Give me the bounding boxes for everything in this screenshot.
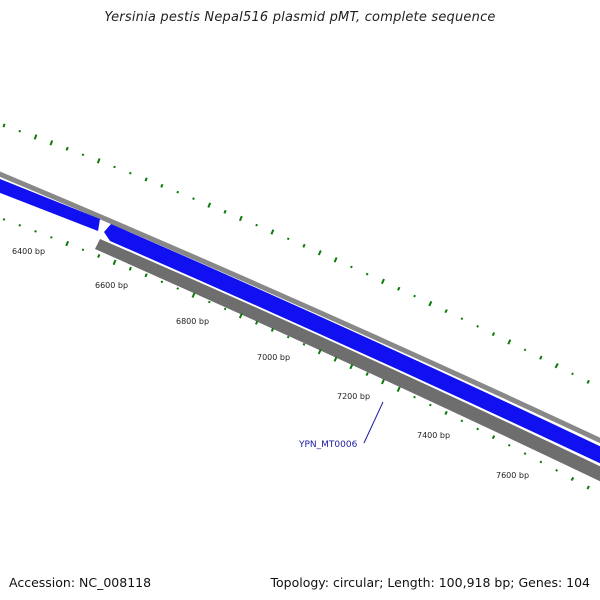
gc-tick bbox=[238, 313, 243, 319]
gc-tick bbox=[491, 435, 496, 440]
scale-label-6600: 6600 bp bbox=[95, 281, 128, 290]
gc-tick bbox=[571, 372, 574, 376]
gc-tick bbox=[144, 273, 148, 278]
gc-tick bbox=[192, 197, 195, 200]
gc-tick bbox=[65, 146, 69, 151]
scale-label-7000: 7000 bp bbox=[257, 353, 290, 362]
gc-tick bbox=[2, 218, 6, 221]
gc-tick bbox=[255, 223, 258, 227]
gc-tick bbox=[507, 443, 511, 447]
gc-tick bbox=[586, 379, 590, 384]
gc-tick bbox=[397, 286, 401, 291]
reverse-gene-segment[interactable] bbox=[95, 239, 600, 486]
gc-tick bbox=[286, 237, 290, 241]
gc-tick bbox=[223, 307, 227, 311]
gc-tick bbox=[270, 229, 275, 235]
gc-tick bbox=[317, 348, 322, 355]
gc-tick bbox=[428, 300, 433, 307]
scale-label-6400: 6400 bp bbox=[12, 247, 45, 256]
gc-tick bbox=[365, 372, 369, 377]
gc-tick bbox=[207, 300, 211, 304]
gc-tick bbox=[350, 265, 353, 269]
gc-tick bbox=[413, 294, 416, 298]
gc-tick bbox=[96, 158, 101, 164]
gc-tick bbox=[160, 280, 164, 284]
gc-tick bbox=[81, 248, 85, 252]
gc-tick bbox=[302, 343, 306, 346]
accession-label: Accession: NC_008118 bbox=[9, 575, 152, 590]
gc-tick bbox=[333, 356, 338, 362]
gc-tick bbox=[65, 240, 70, 247]
gc-tick bbox=[49, 140, 54, 146]
gc-tick bbox=[191, 292, 196, 298]
gc-tick bbox=[128, 266, 132, 271]
gc-tick bbox=[491, 332, 496, 337]
gc-tick bbox=[396, 386, 401, 393]
scale-label-6800: 6800 bp bbox=[176, 317, 209, 326]
gc-tick bbox=[429, 403, 432, 407]
gc-tick bbox=[238, 215, 243, 222]
gc-tick bbox=[460, 419, 464, 423]
gc-tick bbox=[413, 395, 416, 399]
gc-tick bbox=[176, 190, 180, 194]
gc-tick bbox=[112, 259, 117, 266]
gc-skew-track-outer bbox=[2, 123, 590, 384]
gc-tick bbox=[380, 378, 385, 385]
gc-tick bbox=[286, 335, 290, 339]
gc-tick bbox=[523, 348, 527, 352]
forward-gene-ypn-mt0006[interactable] bbox=[104, 224, 600, 468]
gc-tick bbox=[176, 287, 180, 290]
gc-content-track-inner bbox=[2, 218, 590, 490]
gc-tick bbox=[113, 165, 116, 169]
gc-tick bbox=[555, 469, 558, 472]
forward-gene-segment-left[interactable] bbox=[0, 175, 100, 231]
gc-tick bbox=[270, 327, 275, 332]
gc-tick bbox=[254, 320, 259, 325]
gc-tick bbox=[33, 134, 38, 140]
gc-tick bbox=[18, 129, 22, 133]
gc-tick bbox=[586, 485, 590, 490]
gc-tick bbox=[444, 410, 448, 415]
gc-tick bbox=[570, 476, 575, 481]
gc-tick bbox=[476, 427, 479, 431]
gc-tick bbox=[523, 452, 527, 455]
gc-tick bbox=[34, 230, 37, 233]
gene-label-ypn-mt0006[interactable]: YPN_MT0006 bbox=[298, 440, 358, 450]
gc-tick bbox=[2, 123, 6, 128]
gc-tick bbox=[539, 460, 543, 464]
gc-tick bbox=[507, 339, 512, 345]
gene-label-leader-line bbox=[363, 401, 384, 444]
gc-tick bbox=[81, 153, 85, 157]
gc-tick bbox=[302, 243, 306, 248]
gc-tick bbox=[380, 278, 385, 285]
gc-tick bbox=[333, 257, 338, 263]
gc-tick bbox=[365, 272, 369, 276]
gc-tick bbox=[128, 171, 132, 175]
map-title: Yersinia pestis Nepal516 plasmid pMT, co… bbox=[104, 10, 496, 25]
topology-summary: Topology: circular; Length: 100,918 bp; … bbox=[270, 575, 591, 590]
gc-tick bbox=[539, 355, 543, 360]
gc-tick bbox=[476, 325, 479, 328]
gc-tick bbox=[460, 317, 464, 321]
gc-tick bbox=[144, 177, 148, 182]
gc-tick bbox=[223, 209, 227, 214]
gc-tick bbox=[317, 250, 322, 256]
gc-tick bbox=[349, 363, 354, 370]
gc-tick bbox=[18, 224, 22, 227]
gc-tick bbox=[444, 309, 448, 314]
scale-label-7600: 7600 bp bbox=[496, 471, 529, 480]
gc-tick bbox=[160, 183, 164, 188]
scale-label-7400: 7400 bp bbox=[417, 431, 450, 440]
scale-label-7200: 7200 bp bbox=[337, 392, 370, 401]
gc-tick bbox=[50, 236, 53, 239]
gc-tick bbox=[97, 254, 101, 258]
sequence-backbone bbox=[0, 171, 600, 444]
gc-tick bbox=[207, 202, 212, 208]
gc-tick bbox=[554, 363, 559, 369]
